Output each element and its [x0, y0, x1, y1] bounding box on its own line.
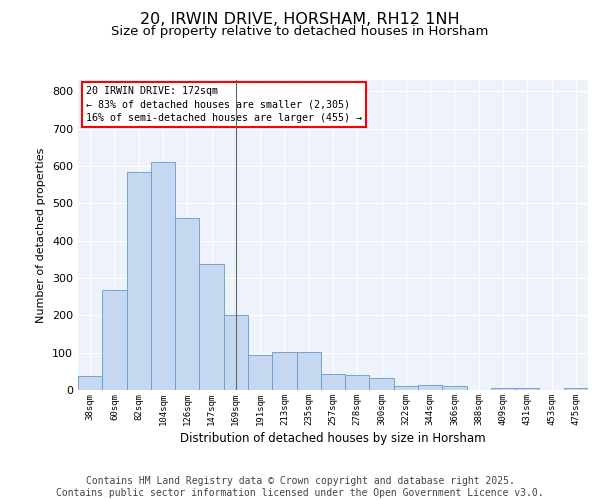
Bar — [394, 386, 418, 390]
Bar — [442, 386, 467, 390]
Bar — [418, 385, 442, 390]
Bar — [345, 375, 370, 390]
X-axis label: Distribution of detached houses by size in Horsham: Distribution of detached houses by size … — [180, 432, 486, 445]
Bar — [515, 388, 539, 390]
Text: 20, IRWIN DRIVE, HORSHAM, RH12 1NH: 20, IRWIN DRIVE, HORSHAM, RH12 1NH — [140, 12, 460, 28]
Bar — [370, 378, 394, 390]
Bar — [272, 352, 296, 390]
Bar — [151, 162, 175, 390]
Y-axis label: Number of detached properties: Number of detached properties — [37, 148, 46, 322]
Text: Size of property relative to detached houses in Horsham: Size of property relative to detached ho… — [112, 25, 488, 38]
Bar — [564, 388, 588, 390]
Bar — [296, 352, 321, 390]
Bar — [321, 374, 345, 390]
Bar — [78, 376, 102, 390]
Bar — [491, 388, 515, 390]
Bar — [248, 356, 272, 390]
Bar — [224, 316, 248, 390]
Bar — [102, 290, 127, 390]
Text: Contains HM Land Registry data © Crown copyright and database right 2025.
Contai: Contains HM Land Registry data © Crown c… — [56, 476, 544, 498]
Bar — [175, 218, 199, 390]
Bar — [199, 264, 224, 390]
Bar — [127, 172, 151, 390]
Text: 20 IRWIN DRIVE: 172sqm
← 83% of detached houses are smaller (2,305)
16% of semi-: 20 IRWIN DRIVE: 172sqm ← 83% of detached… — [86, 86, 362, 122]
